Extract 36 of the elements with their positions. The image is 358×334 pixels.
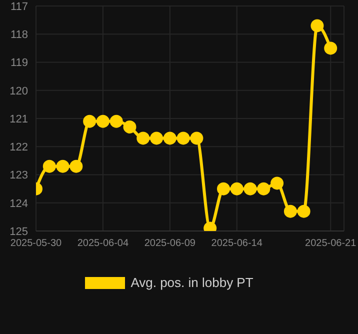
x-tick-label: 2025-06-14 — [211, 238, 263, 250]
y-tick-label: 117 — [10, 0, 28, 13]
y-tick-label: 124 — [10, 198, 28, 210]
point — [190, 132, 204, 145]
point — [136, 132, 150, 145]
point — [56, 160, 70, 173]
legend-label: Avg. pos. in lobby PT — [130, 275, 254, 290]
point — [270, 176, 284, 190]
y-tick-label: 123 — [10, 170, 28, 182]
y-tick-label: 122 — [10, 142, 28, 154]
point — [230, 182, 244, 196]
x-tick-label: 2025-06-04 — [77, 238, 129, 250]
point — [324, 42, 338, 55]
point — [42, 160, 56, 173]
x-tick-label: 2025-05-30 — [10, 238, 62, 250]
point — [176, 132, 190, 145]
point — [257, 182, 270, 196]
point — [284, 204, 297, 218]
point — [244, 182, 257, 196]
point — [297, 204, 310, 218]
y-tick-label: 119 — [10, 57, 28, 70]
point — [70, 160, 83, 173]
point — [150, 132, 164, 145]
y-tick-label: 120 — [10, 85, 28, 98]
point — [216, 182, 230, 196]
point — [163, 132, 176, 145]
point — [110, 114, 123, 128]
y-tick-label: 121 — [10, 113, 28, 126]
point — [123, 120, 136, 134]
x-tick-label: 2025-06-21 — [305, 238, 357, 250]
point — [96, 114, 110, 128]
y-tick-label: 125 — [10, 226, 28, 238]
point — [83, 114, 96, 128]
x-tick-label: 2025-06-09 — [144, 238, 196, 250]
point — [310, 19, 324, 32]
y-tick-label: 118 — [10, 29, 28, 42]
